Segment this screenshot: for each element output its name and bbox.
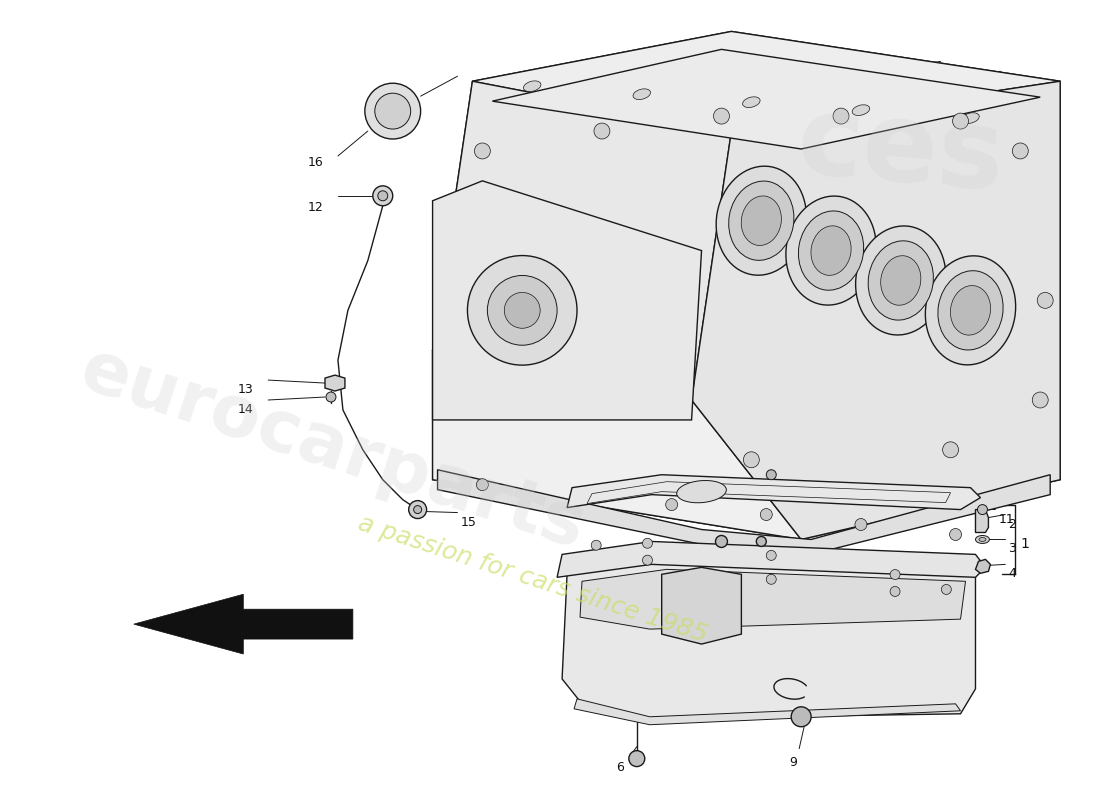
- Circle shape: [642, 555, 652, 565]
- Polygon shape: [432, 350, 801, 539]
- Ellipse shape: [979, 538, 986, 542]
- Circle shape: [571, 489, 583, 501]
- Text: 17: 17: [820, 687, 835, 700]
- Ellipse shape: [925, 256, 1015, 365]
- Circle shape: [591, 540, 602, 550]
- Circle shape: [373, 186, 393, 206]
- Circle shape: [949, 529, 961, 541]
- Ellipse shape: [799, 211, 864, 290]
- Ellipse shape: [742, 97, 760, 107]
- Text: 7: 7: [727, 567, 736, 580]
- Circle shape: [760, 509, 772, 521]
- Circle shape: [953, 113, 968, 129]
- Circle shape: [890, 586, 900, 597]
- Text: 2: 2: [1009, 518, 1016, 530]
- Polygon shape: [324, 375, 345, 391]
- Circle shape: [715, 535, 727, 547]
- Text: 16: 16: [307, 156, 323, 169]
- Circle shape: [1032, 392, 1048, 408]
- Polygon shape: [692, 82, 1060, 539]
- Text: 6: 6: [616, 761, 624, 774]
- Circle shape: [326, 392, 336, 402]
- Ellipse shape: [938, 270, 1003, 350]
- Circle shape: [476, 478, 488, 490]
- Circle shape: [474, 143, 491, 159]
- Text: a passion for cars since 1985: a passion for cars since 1985: [354, 511, 710, 647]
- Polygon shape: [438, 470, 1050, 554]
- Text: 9: 9: [790, 756, 798, 769]
- Text: 15: 15: [461, 515, 476, 529]
- Ellipse shape: [811, 226, 851, 275]
- Circle shape: [629, 750, 645, 766]
- Polygon shape: [976, 510, 989, 533]
- Polygon shape: [574, 699, 960, 725]
- Text: 5: 5: [584, 582, 592, 595]
- Ellipse shape: [676, 481, 726, 502]
- Circle shape: [414, 506, 421, 514]
- Circle shape: [666, 498, 678, 510]
- Circle shape: [890, 570, 900, 579]
- Polygon shape: [493, 50, 1041, 149]
- Circle shape: [468, 255, 578, 365]
- Ellipse shape: [881, 256, 921, 306]
- Circle shape: [642, 538, 652, 548]
- Polygon shape: [580, 570, 966, 629]
- Text: 8: 8: [584, 551, 592, 565]
- Ellipse shape: [728, 181, 794, 260]
- Ellipse shape: [856, 226, 946, 335]
- Text: 14: 14: [238, 403, 253, 416]
- Ellipse shape: [852, 105, 870, 115]
- Ellipse shape: [741, 196, 781, 246]
- Circle shape: [978, 505, 988, 514]
- Polygon shape: [432, 31, 1060, 539]
- Polygon shape: [568, 474, 980, 510]
- Circle shape: [594, 123, 609, 139]
- Circle shape: [943, 442, 958, 458]
- Circle shape: [855, 518, 867, 530]
- Circle shape: [487, 275, 557, 346]
- Text: 12: 12: [307, 201, 323, 214]
- Circle shape: [409, 501, 427, 518]
- Text: 11: 11: [999, 513, 1014, 526]
- Ellipse shape: [632, 89, 650, 99]
- Ellipse shape: [976, 535, 989, 543]
- Text: ces: ces: [793, 89, 1009, 214]
- Circle shape: [767, 574, 777, 584]
- Text: eurocarparts: eurocarparts: [72, 336, 594, 564]
- Circle shape: [744, 452, 759, 468]
- Ellipse shape: [950, 286, 991, 335]
- Text: 3: 3: [1009, 542, 1016, 555]
- Text: 4: 4: [1009, 567, 1016, 580]
- Text: 13: 13: [238, 383, 253, 396]
- Circle shape: [757, 537, 767, 546]
- Ellipse shape: [868, 241, 934, 320]
- Circle shape: [375, 93, 410, 129]
- Text: 18: 18: [781, 567, 798, 580]
- Circle shape: [1012, 143, 1028, 159]
- Polygon shape: [432, 181, 702, 420]
- Polygon shape: [662, 567, 741, 644]
- Polygon shape: [557, 542, 986, 578]
- Text: 10: 10: [999, 490, 1014, 502]
- Ellipse shape: [785, 196, 877, 305]
- Polygon shape: [472, 31, 1060, 131]
- Circle shape: [942, 585, 952, 594]
- Circle shape: [365, 83, 420, 139]
- Circle shape: [767, 550, 777, 560]
- Circle shape: [767, 470, 777, 480]
- Polygon shape: [562, 562, 976, 718]
- Polygon shape: [976, 559, 990, 574]
- Ellipse shape: [716, 166, 806, 275]
- Circle shape: [791, 707, 811, 726]
- Circle shape: [833, 108, 849, 124]
- Polygon shape: [432, 82, 732, 400]
- Circle shape: [1037, 293, 1053, 308]
- Text: 1: 1: [1021, 538, 1030, 551]
- Circle shape: [504, 293, 540, 328]
- Ellipse shape: [961, 113, 979, 123]
- Circle shape: [714, 108, 729, 124]
- Ellipse shape: [524, 81, 541, 91]
- Circle shape: [377, 191, 388, 201]
- Polygon shape: [134, 594, 353, 654]
